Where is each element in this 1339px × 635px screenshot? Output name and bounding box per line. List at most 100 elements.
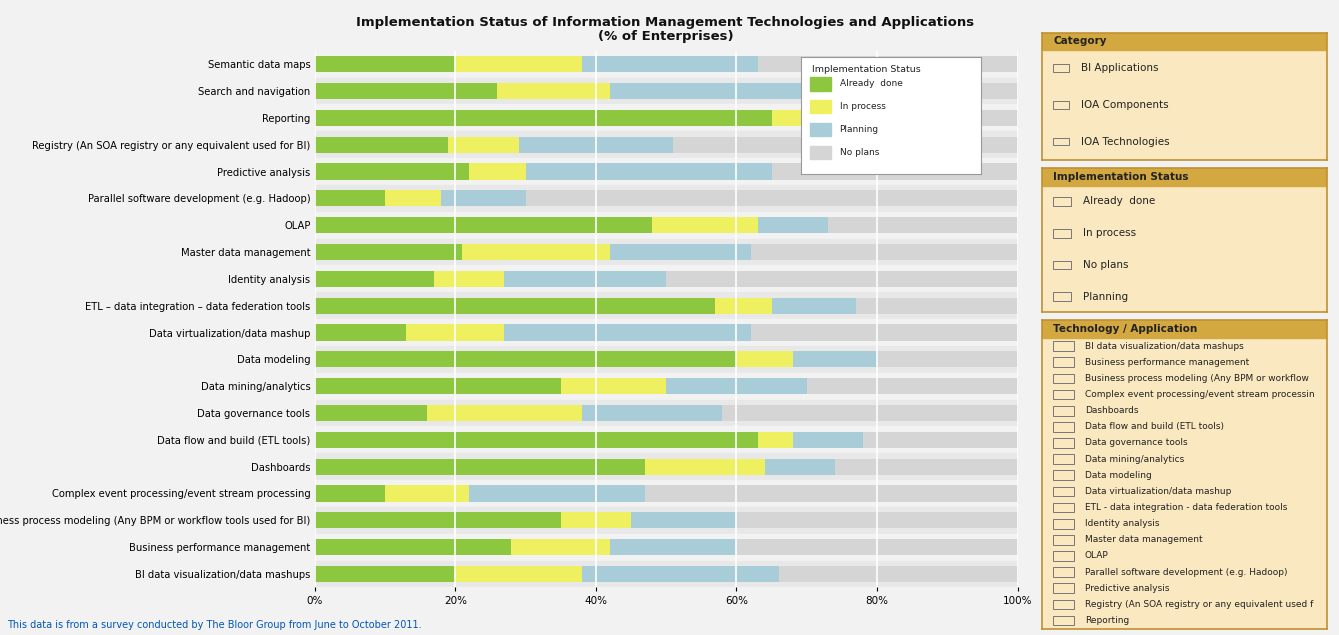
Bar xyxy=(315,104,1018,131)
Bar xyxy=(1054,229,1071,237)
Bar xyxy=(315,561,1018,587)
Bar xyxy=(806,110,842,126)
Bar xyxy=(315,399,1018,427)
Bar xyxy=(561,378,667,394)
Bar xyxy=(836,458,1018,475)
Text: Data virtualization/data mashup: Data virtualization/data mashup xyxy=(1085,487,1232,496)
Bar xyxy=(611,83,806,99)
Text: Data mining/analytics: Data mining/analytics xyxy=(1085,455,1184,464)
Bar xyxy=(771,110,806,126)
Bar xyxy=(518,137,674,153)
Text: Registry (An SOA registry or any equivalent used f: Registry (An SOA registry or any equival… xyxy=(1085,600,1314,609)
Bar xyxy=(315,319,1018,346)
Bar xyxy=(315,427,1018,453)
Bar xyxy=(715,298,771,314)
Bar xyxy=(315,346,1018,373)
Bar xyxy=(315,480,1018,507)
Bar xyxy=(1054,471,1074,480)
Text: Already  done: Already done xyxy=(840,79,902,88)
Bar xyxy=(442,190,525,206)
Bar xyxy=(1042,33,1327,50)
Bar xyxy=(1054,503,1074,512)
Bar xyxy=(525,163,771,180)
Text: Category: Category xyxy=(1054,36,1106,46)
Bar xyxy=(315,110,771,126)
Bar xyxy=(315,458,645,475)
Bar xyxy=(1042,320,1327,338)
Bar xyxy=(806,378,1018,394)
Bar xyxy=(511,539,611,555)
Bar xyxy=(386,190,442,206)
Bar xyxy=(315,292,1018,319)
Bar xyxy=(455,56,581,72)
Bar xyxy=(1054,197,1071,206)
Bar xyxy=(1054,438,1074,448)
Bar xyxy=(1054,599,1074,609)
Text: Data flow and build (ETL tools): Data flow and build (ETL tools) xyxy=(1085,422,1224,431)
Bar xyxy=(611,539,736,555)
Bar xyxy=(315,405,427,421)
Bar xyxy=(1054,486,1074,497)
Text: Implementation Status of Information Management Technologies and Applications: Implementation Status of Information Man… xyxy=(356,16,975,29)
Bar xyxy=(462,244,611,260)
Bar xyxy=(315,137,449,153)
Text: No plans: No plans xyxy=(840,148,878,157)
Bar xyxy=(1054,454,1074,464)
Bar xyxy=(525,190,1018,206)
Bar xyxy=(750,324,1018,340)
Text: Dashboards: Dashboards xyxy=(1085,406,1138,415)
Bar xyxy=(652,217,758,233)
Text: This data is from a survey conducted by The Bloor Group from June to October 201: This data is from a survey conducted by … xyxy=(7,620,422,630)
Bar xyxy=(406,324,505,340)
Bar xyxy=(1054,584,1074,593)
Bar xyxy=(667,271,1018,287)
Text: IOA Technologies: IOA Technologies xyxy=(1081,137,1169,147)
Bar xyxy=(315,298,715,314)
Bar xyxy=(498,83,611,99)
Bar xyxy=(315,217,652,233)
Bar xyxy=(645,485,1018,502)
Bar xyxy=(315,190,386,206)
Text: Implementation Status: Implementation Status xyxy=(811,65,920,74)
Bar xyxy=(1054,406,1074,415)
Text: IOA Components: IOA Components xyxy=(1081,100,1168,110)
Bar xyxy=(810,146,830,159)
Bar xyxy=(793,351,877,368)
Text: Identity analysis: Identity analysis xyxy=(1085,519,1160,528)
Bar xyxy=(758,217,828,233)
Text: In process: In process xyxy=(840,102,885,111)
Bar xyxy=(315,212,1018,239)
Bar xyxy=(828,217,1018,233)
Bar xyxy=(315,324,406,340)
Bar xyxy=(611,244,750,260)
Bar xyxy=(315,77,1018,104)
Bar xyxy=(315,373,1018,399)
Bar xyxy=(1054,535,1074,545)
Text: OLAP: OLAP xyxy=(1085,551,1109,561)
Bar xyxy=(645,458,765,475)
Bar xyxy=(315,512,561,528)
Bar xyxy=(1054,292,1071,301)
Bar xyxy=(315,51,1018,77)
Bar xyxy=(877,351,1018,368)
Bar xyxy=(1054,519,1074,528)
Bar xyxy=(469,163,525,180)
Bar xyxy=(1054,64,1070,72)
Bar xyxy=(736,351,793,368)
Bar xyxy=(1054,260,1071,269)
Text: Complex event processing/event stream processin: Complex event processing/event stream pr… xyxy=(1085,390,1315,399)
Bar xyxy=(315,265,1018,292)
Bar xyxy=(315,432,758,448)
Text: Parallel software development (e.g. Hadoop): Parallel software development (e.g. Hado… xyxy=(1085,568,1288,577)
Bar xyxy=(386,485,469,502)
Bar xyxy=(771,163,1018,180)
Bar xyxy=(1054,422,1074,432)
Bar xyxy=(315,271,434,287)
Text: No plans: No plans xyxy=(1083,260,1129,270)
Bar xyxy=(315,485,386,502)
Bar xyxy=(765,458,836,475)
Text: (% of Enterprises): (% of Enterprises) xyxy=(597,30,734,43)
Bar xyxy=(1054,138,1070,145)
Bar xyxy=(315,378,561,394)
Bar xyxy=(1054,390,1074,399)
